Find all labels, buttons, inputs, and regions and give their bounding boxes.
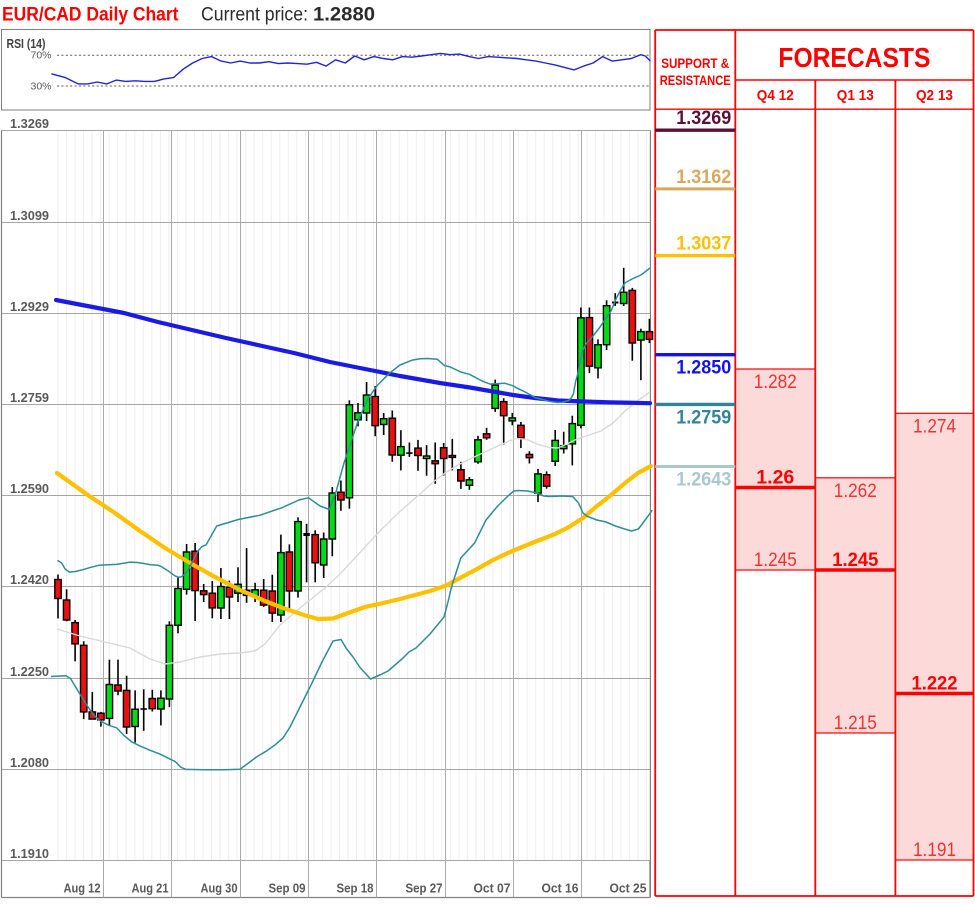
svg-text:1.2759: 1.2759 bbox=[676, 407, 731, 428]
svg-text:Sep 09: Sep 09 bbox=[269, 881, 306, 896]
svg-text:1.245: 1.245 bbox=[754, 550, 797, 571]
svg-text:Current price:: Current price: bbox=[201, 4, 308, 26]
svg-text:70%: 70% bbox=[30, 50, 51, 62]
svg-text:30%: 30% bbox=[30, 81, 51, 93]
svg-text:1.191: 1.191 bbox=[913, 840, 956, 861]
svg-text:1.2643: 1.2643 bbox=[676, 470, 731, 491]
svg-text:1.282: 1.282 bbox=[754, 372, 797, 393]
svg-text:1.2759: 1.2759 bbox=[10, 390, 49, 405]
svg-text:1.3269: 1.3269 bbox=[676, 108, 731, 129]
svg-text:1.274: 1.274 bbox=[913, 416, 956, 437]
svg-text:1.222: 1.222 bbox=[912, 674, 958, 695]
svg-text:SUPPORT &: SUPPORT & bbox=[661, 55, 729, 71]
svg-text:1.1910: 1.1910 bbox=[10, 846, 49, 861]
svg-text:1.2880: 1.2880 bbox=[313, 4, 375, 26]
svg-text:1.2420: 1.2420 bbox=[10, 572, 49, 587]
svg-text:1.215: 1.215 bbox=[834, 713, 877, 734]
svg-text:RESISTANCE: RESISTANCE bbox=[660, 72, 731, 88]
svg-text:1.3269: 1.3269 bbox=[10, 116, 49, 131]
svg-text:Oct 25: Oct 25 bbox=[610, 881, 647, 896]
svg-text:RSI (14): RSI (14) bbox=[7, 37, 46, 51]
svg-text:Aug 21: Aug 21 bbox=[132, 881, 169, 896]
svg-text:1.3162: 1.3162 bbox=[676, 167, 731, 188]
svg-text:1.3037: 1.3037 bbox=[676, 234, 731, 255]
svg-text:1.2250: 1.2250 bbox=[10, 664, 49, 679]
svg-text:Q2 13: Q2 13 bbox=[916, 87, 953, 104]
svg-text:Sep 18: Sep 18 bbox=[337, 881, 374, 896]
svg-text:1.2590: 1.2590 bbox=[10, 481, 49, 496]
svg-text:1.262: 1.262 bbox=[834, 481, 877, 502]
svg-text:1.26: 1.26 bbox=[756, 468, 794, 489]
svg-text:EUR/CAD Daily Chart: EUR/CAD Daily Chart bbox=[2, 5, 179, 26]
svg-text:1.245: 1.245 bbox=[832, 550, 878, 571]
svg-text:Aug 30: Aug 30 bbox=[201, 881, 238, 896]
svg-text:Oct 07: Oct 07 bbox=[474, 881, 511, 896]
svg-text:Q1 13: Q1 13 bbox=[837, 87, 874, 104]
svg-text:Aug 12: Aug 12 bbox=[64, 881, 101, 896]
svg-text:1.3099: 1.3099 bbox=[10, 208, 49, 223]
svg-text:Q4 12: Q4 12 bbox=[757, 87, 794, 104]
svg-text:Oct 16: Oct 16 bbox=[542, 881, 579, 896]
svg-text:1.2080: 1.2080 bbox=[10, 755, 49, 770]
svg-text:FORECASTS: FORECASTS bbox=[778, 42, 930, 73]
svg-text:1.2850: 1.2850 bbox=[676, 358, 731, 379]
svg-text:1.2929: 1.2929 bbox=[10, 299, 49, 314]
svg-text:Sep 27: Sep 27 bbox=[406, 881, 443, 896]
